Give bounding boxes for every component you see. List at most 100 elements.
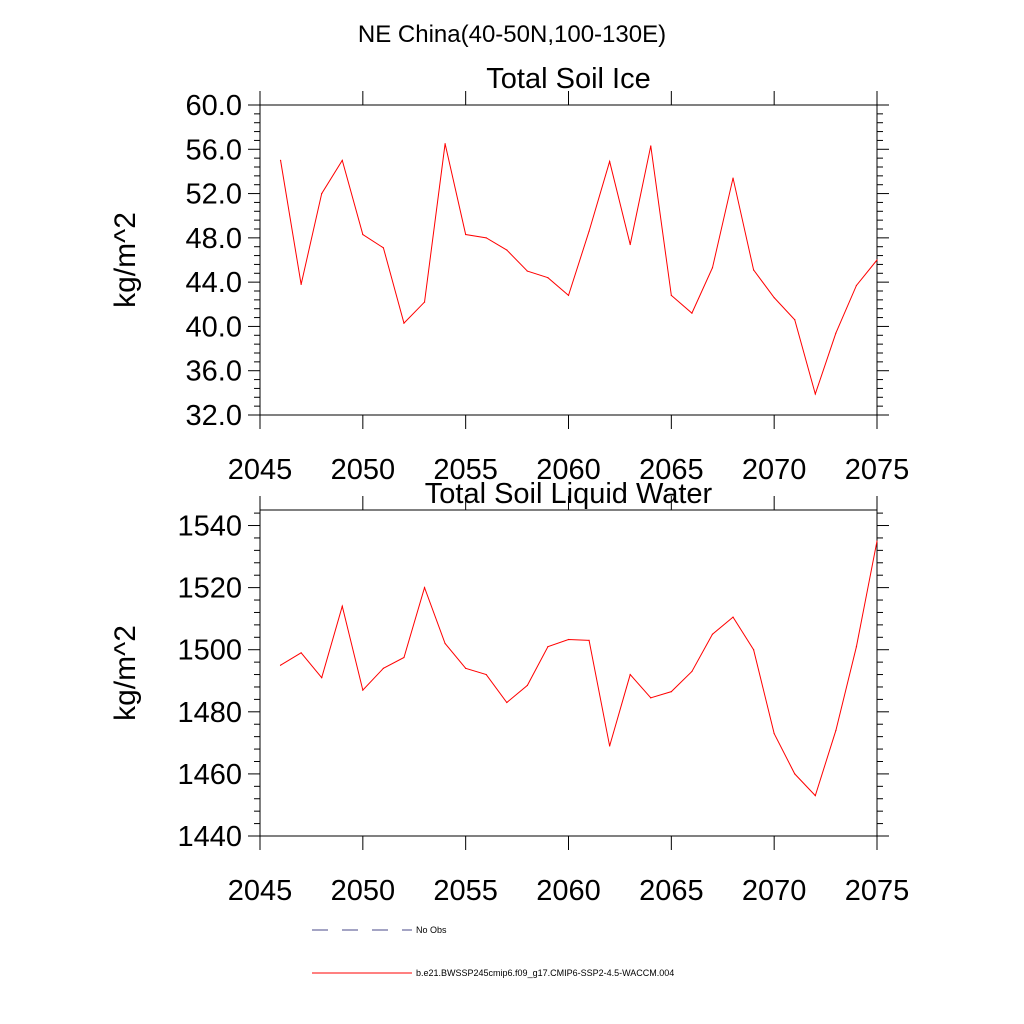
data-point	[567, 638, 570, 641]
data-point	[547, 277, 549, 279]
x-tick-label: 2075	[845, 875, 910, 907]
y-tick-label: 1440	[177, 821, 242, 853]
data-point	[588, 639, 590, 642]
data-point	[814, 795, 816, 797]
legend: No Obs b.e21.BWSSP245cmip6.f09_g17.CMIP6-…	[312, 925, 674, 978]
data-point	[300, 283, 302, 285]
data-point	[547, 646, 549, 648]
data-point	[506, 249, 508, 251]
figure-title: NE China(40-50N,100-130E)	[358, 21, 666, 48]
y-tick-label: 40.0	[186, 311, 242, 343]
y-tick-label: 1540	[177, 511, 242, 543]
legend-item-2: b.e21.BWSSP245cmip6.f09_g17.CMIP6-SSP2-4…	[312, 968, 674, 978]
y-tick-label: 56.0	[186, 134, 242, 166]
data-point	[814, 393, 816, 395]
data-point	[279, 664, 282, 666]
data-point	[362, 689, 364, 691]
y-tick-label: 1480	[177, 697, 242, 729]
data-point	[423, 301, 426, 303]
data-point	[526, 684, 528, 687]
data-point	[711, 633, 714, 635]
data-point	[341, 605, 343, 607]
data-point	[485, 237, 487, 239]
data-point	[876, 540, 878, 542]
data-point	[670, 691, 672, 693]
data-point	[382, 667, 384, 669]
data-point	[403, 656, 405, 659]
x-tick-label: 2055	[433, 875, 498, 907]
plot-frame	[259, 104, 878, 416]
y-tick-label: 44.0	[186, 267, 242, 299]
data-point	[321, 677, 323, 679]
data-point	[835, 729, 837, 732]
data-point	[444, 143, 446, 145]
data-point	[691, 670, 693, 673]
legend-label: b.e21.BWSSP245cmip6.f09_g17.CMIP6-SSP2-4…	[416, 968, 674, 978]
y-tick-label: 48.0	[186, 223, 242, 255]
data-point	[773, 297, 775, 299]
x-tick-label: 2065	[639, 875, 704, 907]
y-tick-label: 32.0	[186, 400, 242, 432]
y-axis-label: kg/m^2	[109, 212, 142, 308]
x-tick-label: 2060	[536, 454, 601, 486]
data-point	[629, 243, 631, 246]
panel-1: Total Soil Ice 2045 2050 2055 2060 2065 2070 20…	[109, 63, 909, 486]
data-point	[650, 145, 652, 147]
data-point	[485, 673, 487, 676]
data-point	[465, 667, 467, 669]
x-tick-label: 2045	[228, 454, 293, 486]
legend-item-1: No Obs	[312, 925, 447, 935]
data-point	[444, 642, 446, 645]
data-point	[732, 616, 734, 618]
data-point	[670, 294, 672, 297]
data-point	[609, 160, 611, 163]
x-tick-label: 2065	[639, 454, 704, 486]
data-point	[403, 322, 405, 324]
x-tick-label: 2045	[228, 875, 293, 907]
y-tick-label: 1460	[177, 759, 242, 791]
data-point	[711, 267, 714, 269]
data-point	[279, 159, 282, 161]
series-line-1	[280, 143, 878, 396]
data-point	[526, 270, 528, 272]
legend-label: No Obs	[416, 925, 447, 935]
data-point	[855, 284, 858, 287]
data-point	[465, 233, 467, 236]
data-point	[382, 247, 384, 249]
y-tick-label: 1500	[177, 635, 242, 667]
y-axis-label: kg/m^2	[109, 625, 142, 721]
data-point	[794, 319, 796, 321]
x-tick-label: 2050	[331, 875, 396, 907]
data-point	[300, 652, 302, 654]
data-point	[753, 649, 755, 651]
data-point	[650, 697, 652, 699]
data-point	[567, 294, 570, 297]
panel-title: Total Soil Ice	[486, 63, 650, 95]
data-point	[732, 177, 734, 179]
data-point	[341, 159, 343, 161]
data-point	[835, 332, 837, 334]
plot-frame	[259, 509, 878, 837]
x-tick-label: 2070	[742, 875, 807, 907]
y-tick-label: 1520	[177, 573, 242, 605]
data-point	[588, 230, 590, 232]
y-tick-label: 52.0	[186, 179, 242, 211]
data-point	[691, 312, 693, 314]
x-tick-label: 2070	[742, 454, 807, 486]
y-tick-label: 60.0	[186, 90, 242, 122]
data-point	[876, 259, 878, 261]
data-point	[629, 673, 631, 676]
x-tick-label: 2055	[433, 454, 498, 486]
x-tick-label: 2050	[331, 454, 396, 486]
y-tick-label: 36.0	[186, 356, 242, 388]
data-point	[855, 646, 858, 648]
data-point	[794, 773, 796, 775]
data-point	[506, 701, 508, 704]
data-point	[362, 233, 364, 236]
data-point	[609, 745, 611, 747]
data-point	[321, 192, 323, 195]
x-tick-label: 2075	[845, 454, 910, 486]
data-point	[753, 269, 755, 271]
